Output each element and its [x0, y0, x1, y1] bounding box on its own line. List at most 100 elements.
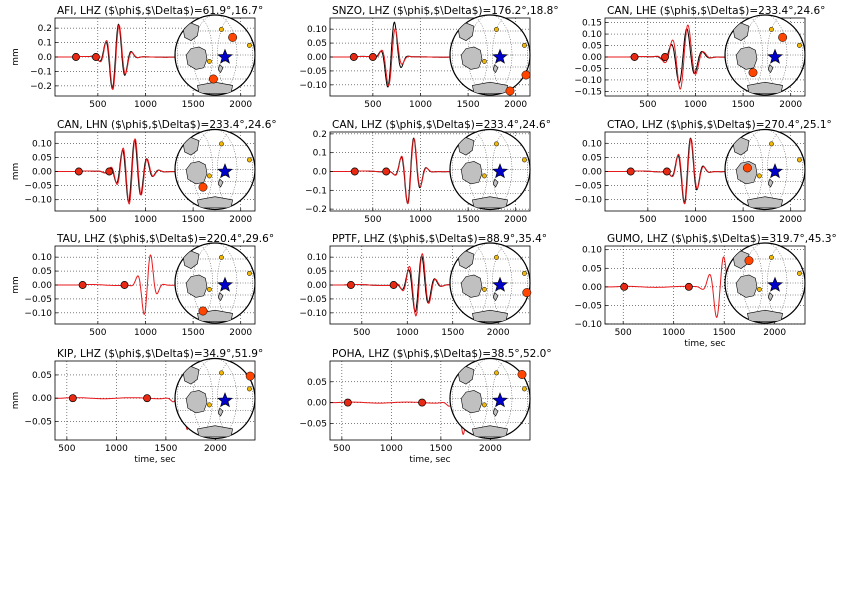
- graticule: [742, 15, 788, 95]
- y-tick-label: −0.1: [305, 186, 327, 196]
- australia-land: [185, 46, 208, 70]
- y-tick-label: −0.15: [574, 87, 602, 97]
- y-tick-label: −0.10: [574, 76, 602, 86]
- arrival-marker: [350, 167, 359, 176]
- x-tick-label: 500: [364, 215, 381, 225]
- panel-pptf-lhz: PPTF, LHZ ($\phi$,$\Delta$)=88.9°,35.4° 5…: [299, 233, 547, 338]
- arrival-marker: [662, 167, 671, 176]
- new-zealand-land: [492, 292, 499, 302]
- globe-map: [174, 14, 256, 96]
- new-zealand-land: [217, 292, 224, 302]
- x-tick-label: 500: [639, 215, 656, 225]
- x-tick-label: 500: [353, 328, 370, 338]
- y-tick-label: 0.00: [307, 281, 327, 291]
- panel-poha-lhz: POHA, LHZ ($\phi$,$\Delta$)=38.5°,52.0° 5…: [299, 348, 551, 465]
- x-tick-label: 1500: [713, 328, 736, 338]
- arrival-marker: [630, 53, 639, 61]
- y-tick-label: −0.2: [30, 82, 52, 92]
- arrival-marker: [368, 53, 377, 61]
- epicenter-star-icon: [217, 163, 233, 179]
- station-marker: [756, 173, 762, 179]
- panel-ctao-lhz: CTAO, LHZ ($\phi$,$\Delta$)=270.4°,25.1°…: [574, 119, 831, 225]
- graticule: [742, 129, 788, 210]
- station-marker: [481, 173, 487, 179]
- australia-land: [185, 390, 208, 414]
- y-tick-label: 0.2: [38, 24, 52, 34]
- y-tick-label: −0.05: [299, 295, 327, 305]
- station-marker: [493, 141, 499, 147]
- station-marker: [246, 386, 252, 392]
- y-axis-label: mm: [11, 392, 21, 410]
- x-tick-label: 2000: [229, 328, 252, 338]
- y-tick-label: 0.00: [582, 168, 602, 178]
- asia-land: [732, 22, 750, 41]
- x-tick-label: 1500: [457, 215, 480, 225]
- panel-title: CAN, LHN ($\phi$,$\Delta$)=233.4°,24.6°: [57, 119, 277, 131]
- arrival-marker: [92, 53, 100, 61]
- y-tick-label: 0.0: [313, 168, 328, 178]
- y-axis-label: mm: [11, 163, 21, 181]
- graticule: [192, 243, 238, 323]
- x-tick-label: 1000: [684, 100, 707, 110]
- arrival-marker: [346, 281, 355, 289]
- new-zealand-land: [767, 178, 774, 188]
- x-tick-label: 2000: [763, 328, 786, 338]
- station-marker: [218, 141, 224, 147]
- station-marker-highlight: [505, 86, 515, 96]
- station-marker: [218, 26, 224, 32]
- y-tick-label: 0.00: [582, 53, 602, 63]
- epicenter-star-icon: [492, 392, 508, 408]
- station-marker: [481, 58, 487, 64]
- panel-title: CAN, LHZ ($\phi$,$\Delta$)=233.4°,24.6°: [332, 119, 551, 131]
- y-tick-label: 0.05: [582, 264, 602, 274]
- x-tick-label: 2000: [504, 100, 527, 110]
- panel-title: CAN, LHE ($\phi$,$\Delta$)=233.4°,24.6°: [607, 5, 825, 17]
- panel-title: PPTF, LHZ ($\phi$,$\Delta$)=88.9°,35.4°: [332, 233, 547, 245]
- graticule: [192, 15, 238, 95]
- x-tick-label: 1500: [429, 444, 452, 454]
- arrival-marker: [120, 281, 129, 289]
- epicenter-star-icon: [217, 48, 233, 64]
- x-axis-label: time, sec: [684, 339, 725, 349]
- station-marker: [493, 370, 499, 376]
- globe-map: [449, 128, 531, 211]
- australia-land: [735, 274, 758, 298]
- panel-title: AFI, LHZ ($\phi$,$\Delta$)=61.9°,16.7°: [57, 5, 263, 17]
- panel-can-lhe: CAN, LHE ($\phi$,$\Delta$)=233.4°,24.6° 5…: [574, 5, 825, 110]
- panel-can-lhz: CAN, LHZ ($\phi$,$\Delta$)=233.4°,24.6° 5…: [305, 119, 551, 225]
- station-marker-highlight: [517, 370, 527, 379]
- y-tick-label: 0.0: [38, 53, 53, 63]
- x-axis-label: time, sec: [134, 455, 175, 465]
- x-tick-label: 1500: [732, 100, 755, 110]
- station-marker: [796, 270, 802, 276]
- station-marker: [521, 386, 527, 392]
- x-tick-label: 2000: [229, 215, 252, 225]
- station-marker-highlight: [228, 32, 238, 42]
- station-marker-highlight: [245, 371, 255, 381]
- y-tick-label: −0.10: [574, 320, 602, 330]
- globe-map: [174, 242, 256, 324]
- globe-map: [174, 357, 256, 440]
- australia-land: [460, 390, 483, 414]
- arrival-marker: [78, 281, 87, 289]
- x-tick-label: 1000: [684, 215, 707, 225]
- x-tick-label: 1000: [409, 215, 432, 225]
- x-tick-label: 500: [333, 444, 350, 454]
- y-tick-label: 0.00: [32, 168, 52, 178]
- asia-land: [457, 250, 475, 269]
- y-tick-label: −0.10: [299, 81, 327, 91]
- station-marker: [481, 286, 487, 292]
- graticule: [192, 129, 238, 210]
- station-marker-highlight: [198, 182, 208, 192]
- y-tick-label: 0.10: [32, 139, 52, 149]
- y-tick-label: 0.10: [582, 139, 602, 149]
- y-tick-label: 0.05: [307, 378, 327, 388]
- x-tick-label: 2000: [204, 444, 227, 454]
- station-marker: [246, 270, 252, 276]
- station-marker: [768, 254, 774, 260]
- station-marker-highlight: [521, 70, 531, 80]
- epicenter-star-icon: [217, 392, 233, 408]
- globe-map: [449, 242, 532, 324]
- australia-land: [460, 274, 483, 298]
